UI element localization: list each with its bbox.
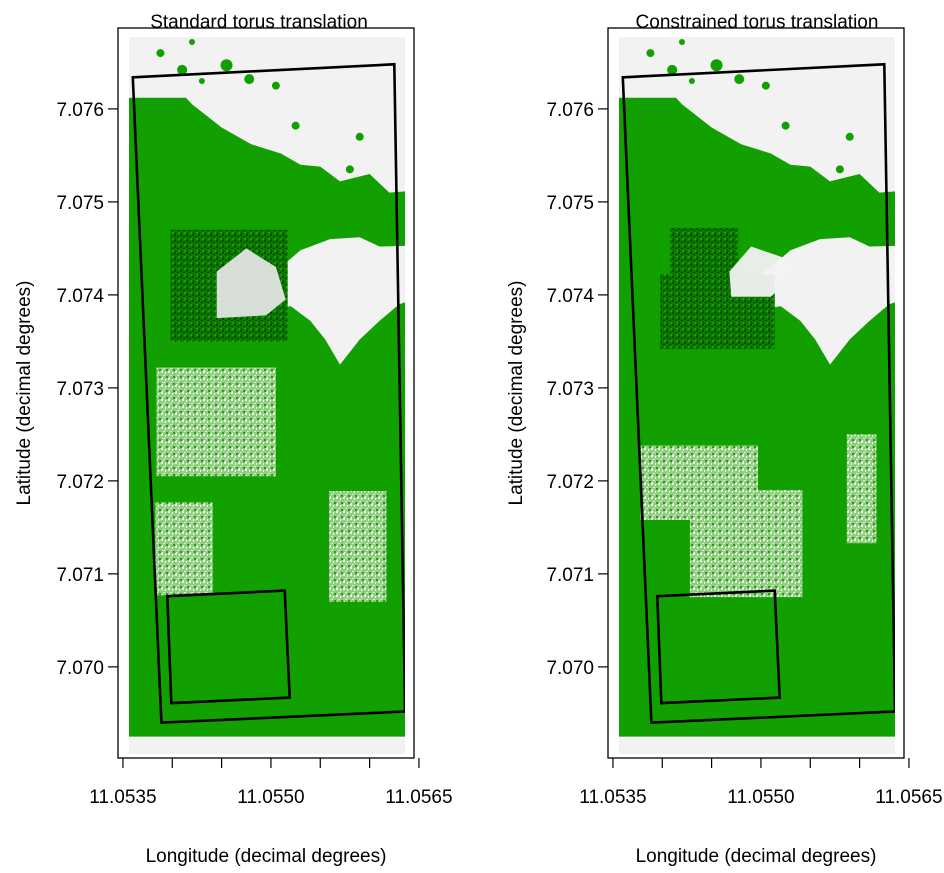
x-tick-label: 11.0535	[579, 787, 646, 808]
translated-patch	[156, 367, 276, 477]
forest-islet	[646, 49, 655, 58]
forest-islet	[189, 38, 195, 45]
y-tick-label: 7.074	[56, 286, 104, 307]
forest-islet	[291, 121, 300, 130]
land-cover-map	[619, 37, 895, 754]
y-tick-label: 7.070	[56, 658, 104, 679]
forest-islet	[761, 81, 770, 90]
translated-patch	[329, 491, 387, 602]
y-tick-label: 7.072	[56, 472, 104, 493]
plot-boundary	[621, 62, 895, 725]
focal-plot	[655, 589, 782, 705]
x-tick-label: 11.0565	[385, 787, 452, 808]
y-tick-label: 7.076	[546, 100, 594, 121]
forest-islet	[667, 64, 678, 75]
non-forest-gap	[729, 246, 806, 297]
x-axis-label: Longitude (decimal degrees)	[636, 846, 877, 867]
panel-standard: Standard torus translation 11.0535 11.055…	[14, 12, 453, 867]
panel-constrained: Constrained torus translation 11.0535 11.…	[506, 12, 943, 867]
forest-islet	[688, 78, 695, 85]
forest-area	[619, 97, 895, 737]
non-forest-gap	[619, 37, 895, 193]
panel-title: Standard torus translation	[150, 12, 368, 33]
y-tick-label: 7.073	[546, 379, 594, 400]
plot-boundary	[131, 62, 405, 725]
y-axis-label: Latitude (decimal degrees)	[506, 281, 527, 506]
y-tick-label: 7.071	[56, 565, 104, 586]
forest-islet	[271, 81, 280, 90]
forest-islet	[198, 78, 205, 85]
forest-islet	[781, 121, 790, 130]
forest-islet	[679, 38, 685, 45]
y-tick-label: 7.071	[546, 565, 594, 586]
translated-patch	[689, 490, 803, 598]
plot-frame	[607, 27, 905, 759]
forest-islet	[734, 74, 745, 85]
land-cover-map	[129, 37, 405, 754]
focal-plot	[165, 589, 292, 705]
forest-islet	[220, 59, 233, 72]
y-axis-label: Latitude (decimal degrees)	[14, 281, 35, 506]
translated-patch	[670, 227, 739, 275]
forest-islet	[355, 132, 364, 141]
translated-patch	[846, 434, 877, 544]
forest-islet	[835, 165, 844, 174]
forest-islet	[845, 132, 854, 141]
y-tick-label: 7.075	[56, 193, 104, 214]
panel-title: Constrained torus translation	[636, 12, 879, 33]
non-forest-gap	[216, 248, 286, 319]
translated-patch	[155, 502, 213, 596]
x-axis-label: Longitude (decimal degrees)	[146, 846, 387, 867]
x-tick-label: 11.0535	[89, 787, 156, 808]
y-tick-label: 7.073	[56, 379, 104, 400]
x-tick-label: 11.0550	[237, 787, 304, 808]
forest-islet	[710, 59, 723, 72]
x-tick-label: 11.0565	[875, 787, 942, 808]
y-tick-label: 7.076	[56, 100, 104, 121]
forest-islet	[177, 64, 188, 75]
forest-islet	[244, 74, 255, 85]
forest-islet	[345, 165, 354, 174]
y-tick-label: 7.070	[546, 658, 594, 679]
y-tick-label: 7.072	[546, 472, 594, 493]
plot-frame	[117, 27, 415, 759]
x-tick-label: 11.0550	[727, 787, 794, 808]
forest-islet	[156, 49, 165, 58]
non-forest-gap	[129, 37, 405, 193]
y-tick-label: 7.075	[546, 193, 594, 214]
y-tick-label: 7.074	[546, 286, 594, 307]
